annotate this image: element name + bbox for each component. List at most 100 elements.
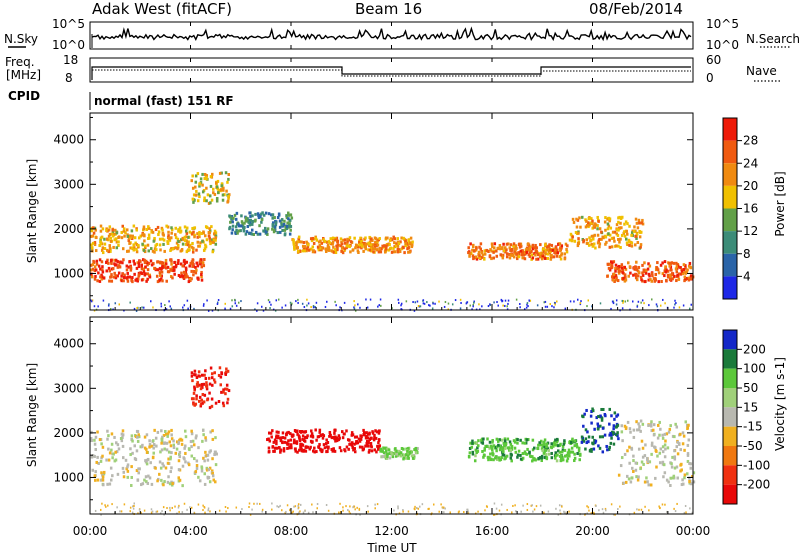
colorbar-tick-label: 15: [743, 400, 758, 414]
echo-cell-0: [105, 260, 109, 264]
echo-cell-6: [637, 475, 640, 479]
echo-cell-5: [477, 250, 481, 254]
echo-cell-0: [107, 266, 111, 270]
echo-cell-7: [650, 272, 654, 276]
colorbar-swatch: [723, 231, 737, 254]
echo-cell-6: [581, 215, 584, 219]
echo-cell-0: [187, 280, 191, 284]
echo-cell-0: [203, 482, 207, 486]
echo-cell-1: [190, 397, 194, 401]
echo-cell-5: [536, 251, 539, 255]
echo-cell-1: [179, 249, 183, 253]
echo-cell-4: [506, 437, 510, 441]
echo-cell-5: [502, 242, 505, 246]
scatter-speck: [367, 510, 369, 513]
echo-cell-0: [206, 475, 210, 479]
echo-cell-6: [659, 447, 663, 451]
echo-cell-0: [162, 441, 166, 445]
scatter-speck: [289, 301, 292, 304]
scatter-speck: [432, 503, 435, 506]
echo-cell-7: [620, 263, 624, 267]
echo-cell-4: [554, 438, 557, 442]
echo-cell-0: [164, 466, 168, 470]
echo-cell-0: [101, 270, 105, 274]
echo-cell-0: [145, 480, 148, 484]
echo-cell-3: [234, 232, 238, 236]
scatter-speck: [224, 307, 226, 310]
echo-cell-4: [468, 446, 472, 450]
echo-cell-4: [306, 245, 310, 249]
echo-cell-1: [191, 250, 195, 254]
echo-cell-2: [330, 447, 334, 451]
echo-cell-6: [616, 233, 620, 237]
echo-cell-0: [126, 475, 130, 479]
echo-cell-3: [405, 453, 408, 457]
echo-cell-0: [214, 450, 217, 454]
echo-cell-7: [617, 270, 620, 274]
echo-cell-6: [661, 436, 665, 440]
echo-cell-0: [207, 468, 211, 472]
scatter-speck: [311, 503, 313, 506]
echo-cell-0: [143, 258, 146, 262]
scatter-speck: [685, 511, 687, 514]
echo-cell-3: [234, 225, 238, 229]
echo-cell-0: [169, 444, 173, 448]
scatter-speck: [422, 302, 425, 305]
echo-cell-4: [519, 457, 523, 461]
echo-cell-6: [659, 427, 662, 431]
echo-cell-1: [196, 235, 200, 239]
echo-cell-2: [217, 191, 220, 195]
echo-cell-2: [348, 438, 351, 442]
echo-cell-6: [623, 452, 627, 456]
scatter-speck: [640, 301, 642, 304]
echo-cell-0: [147, 474, 150, 478]
echo-cell-4: [488, 456, 491, 460]
echo-cell-5: [557, 242, 560, 246]
echo-cell-5: [616, 423, 620, 427]
scatter-speck: [641, 299, 644, 302]
echo-cell-4: [477, 444, 480, 448]
echo-cell-4: [503, 439, 507, 443]
echo-cell-4: [554, 456, 557, 460]
echo-cell-6: [656, 436, 660, 440]
echo-cell-3: [386, 454, 389, 458]
echo-cell-1: [157, 233, 160, 237]
echo-cell-2: [341, 436, 345, 440]
echo-cell-1: [128, 241, 131, 245]
echo-cell-0: [99, 478, 103, 482]
echo-cell-7: [643, 280, 647, 284]
echo-cell-4: [571, 438, 574, 442]
echo-cell-0: [140, 278, 144, 282]
echo-cell-4: [542, 451, 546, 455]
echo-cell-7: [635, 278, 639, 282]
echo-cell-2: [352, 448, 355, 452]
echo-cell-1: [92, 226, 95, 230]
scatter-speck: [489, 303, 491, 306]
echo-cell-3: [256, 232, 260, 236]
echo-cell-2: [205, 177, 208, 181]
echo-cell-1: [190, 232, 194, 236]
power-panel-frame: [89, 112, 694, 311]
echo-cell-1: [130, 229, 134, 233]
scatter-speck: [276, 505, 278, 508]
echo-cell-0: [175, 447, 179, 451]
echo-cell-5: [611, 430, 614, 434]
echo-cell-6: [624, 426, 628, 430]
scatter-speck: [674, 299, 676, 302]
echo-cell-4: [491, 438, 494, 442]
echo-cell-6: [647, 483, 650, 487]
echo-cell-7: [660, 280, 663, 284]
echo-cell-0: [200, 278, 204, 282]
scatter-speck: [441, 506, 444, 509]
echo-cell-5: [474, 248, 478, 252]
echo-cell-3: [234, 217, 238, 221]
echo-cell-7: [612, 278, 615, 282]
echo-cell-0: [126, 463, 130, 467]
echo-cell-3: [289, 218, 292, 222]
scatter-speck: [559, 509, 561, 512]
echo-cell-6: [622, 481, 625, 485]
scatter-speck: [593, 511, 595, 514]
echo-cell-5: [603, 433, 607, 437]
echo-cell-0: [136, 478, 140, 482]
echo-cell-4: [471, 441, 474, 445]
